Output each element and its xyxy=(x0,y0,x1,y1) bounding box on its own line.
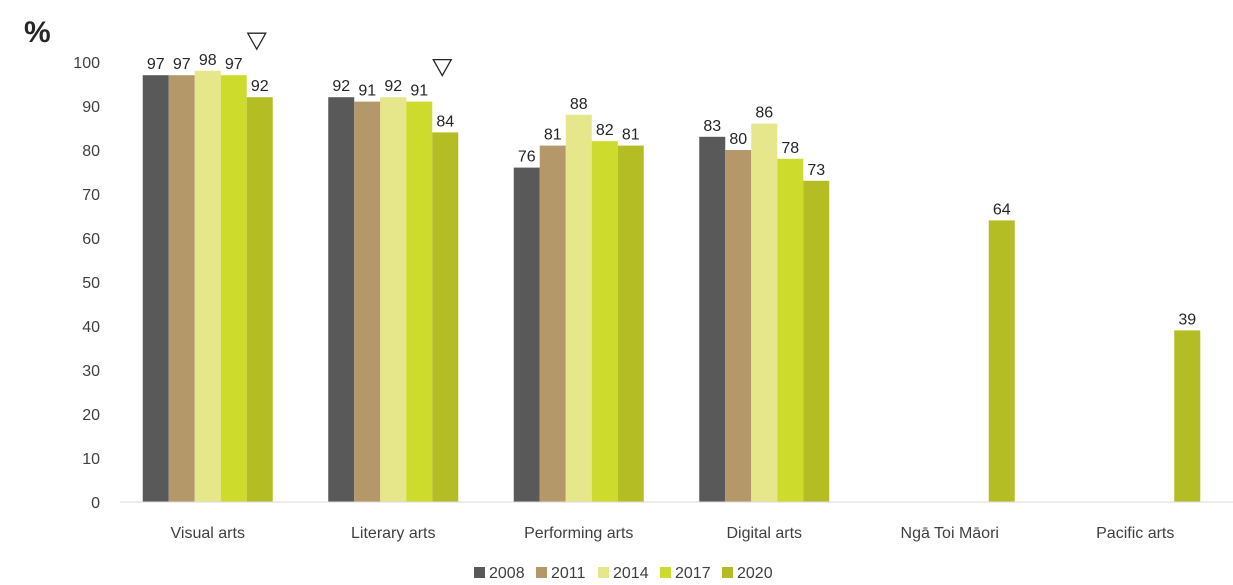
data-label: 97 xyxy=(147,56,165,73)
y-tick-label: 50 xyxy=(82,275,100,292)
bar xyxy=(380,97,407,502)
bar xyxy=(617,145,644,502)
bar xyxy=(988,220,1015,502)
bar xyxy=(751,123,778,502)
data-label: 76 xyxy=(518,149,536,166)
y-tick-label: 20 xyxy=(82,407,100,424)
legend-label: 2014 xyxy=(613,565,649,582)
data-label: 82 xyxy=(596,122,614,139)
data-label: 64 xyxy=(993,201,1011,218)
data-label: 80 xyxy=(729,131,747,148)
legend-label: 2011 xyxy=(551,565,586,582)
bar xyxy=(168,75,195,502)
category-label: Digital arts xyxy=(726,525,802,542)
data-label: 91 xyxy=(410,83,428,100)
data-label: 97 xyxy=(225,56,243,73)
y-tick-label: 90 xyxy=(82,99,100,116)
legend-label: 2008 xyxy=(489,565,525,582)
bar xyxy=(591,141,618,502)
legend-label: 2017 xyxy=(675,565,711,582)
legend-swatch xyxy=(598,567,609,578)
bars xyxy=(142,70,1201,503)
data-label: 78 xyxy=(781,140,799,157)
data-label: 92 xyxy=(332,78,350,95)
legend-swatch xyxy=(536,567,547,578)
category-label: Ngā Toi Māori xyxy=(901,525,999,542)
bar xyxy=(328,97,355,502)
data-label: 81 xyxy=(622,127,640,144)
significance-triangle-icon xyxy=(246,32,267,51)
bar xyxy=(1174,330,1201,502)
bar xyxy=(220,75,247,502)
data-labels: 97 97 98 97 92 92 91 92 91 84 76 81 88 82 81 83 80 86 78 73… xyxy=(147,52,1196,329)
y-tick-label: 40 xyxy=(82,319,100,336)
data-label: 39 xyxy=(1178,311,1196,328)
bar xyxy=(513,167,540,502)
bar xyxy=(142,75,169,502)
y-tick-label: 10 xyxy=(82,451,100,468)
legend-swatch xyxy=(474,567,485,578)
data-label: 98 xyxy=(199,52,217,69)
y-axis-ticks: 0 10 20 30 40 50 60 70 80 90 100 xyxy=(73,55,100,512)
category-label: Performing arts xyxy=(524,525,633,542)
y-tick-label: 60 xyxy=(82,231,100,248)
data-label: 73 xyxy=(807,162,825,179)
annotations xyxy=(246,32,453,77)
bar xyxy=(725,150,752,502)
category-label: Pacific arts xyxy=(1096,525,1174,542)
bar xyxy=(539,145,566,502)
bar xyxy=(354,101,381,502)
y-tick-label: 80 xyxy=(82,143,100,160)
bar xyxy=(406,101,433,502)
bar xyxy=(565,114,592,503)
category-label: Visual arts xyxy=(171,525,245,542)
legend-swatch xyxy=(660,567,671,578)
data-label: 97 xyxy=(173,56,191,73)
legend-swatch xyxy=(722,567,733,578)
bar xyxy=(246,97,273,502)
y-axis-label: % xyxy=(24,16,51,49)
significance-triangle-icon xyxy=(432,58,453,77)
bar xyxy=(699,136,726,503)
data-label: 84 xyxy=(436,113,454,130)
data-label: 86 xyxy=(755,105,773,122)
data-label: 81 xyxy=(544,127,562,144)
y-tick-label: 70 xyxy=(82,187,100,204)
category-label: Literary arts xyxy=(351,525,435,542)
legend: 2008 2011 2014 2017 2020 xyxy=(474,565,773,582)
data-label: 88 xyxy=(570,96,588,113)
bar xyxy=(432,132,459,502)
bar xyxy=(803,180,830,503)
data-label: 92 xyxy=(384,78,402,95)
data-label: 92 xyxy=(251,78,269,95)
data-label: 91 xyxy=(358,83,376,100)
y-tick-label: 30 xyxy=(82,363,100,380)
data-label: 83 xyxy=(703,118,721,135)
bar xyxy=(194,70,221,503)
bar xyxy=(777,158,804,503)
legend-label: 2020 xyxy=(737,565,773,582)
category-labels: Visual arts Literary arts Performing arts D… xyxy=(171,525,1175,542)
y-tick-label: 100 xyxy=(73,55,100,72)
y-tick-label: 0 xyxy=(91,495,100,512)
